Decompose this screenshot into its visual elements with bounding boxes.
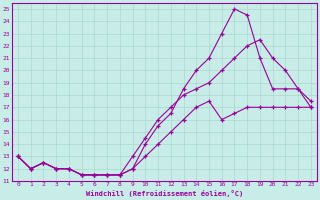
X-axis label: Windchill (Refroidissement éolien,°C): Windchill (Refroidissement éolien,°C) (86, 190, 243, 197)
